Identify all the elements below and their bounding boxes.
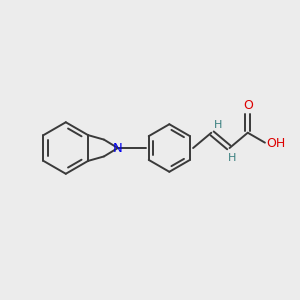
- Text: N: N: [113, 142, 123, 154]
- Text: H: H: [214, 120, 223, 130]
- Text: O: O: [243, 100, 253, 112]
- Text: OH: OH: [266, 137, 285, 150]
- Text: H: H: [228, 153, 237, 163]
